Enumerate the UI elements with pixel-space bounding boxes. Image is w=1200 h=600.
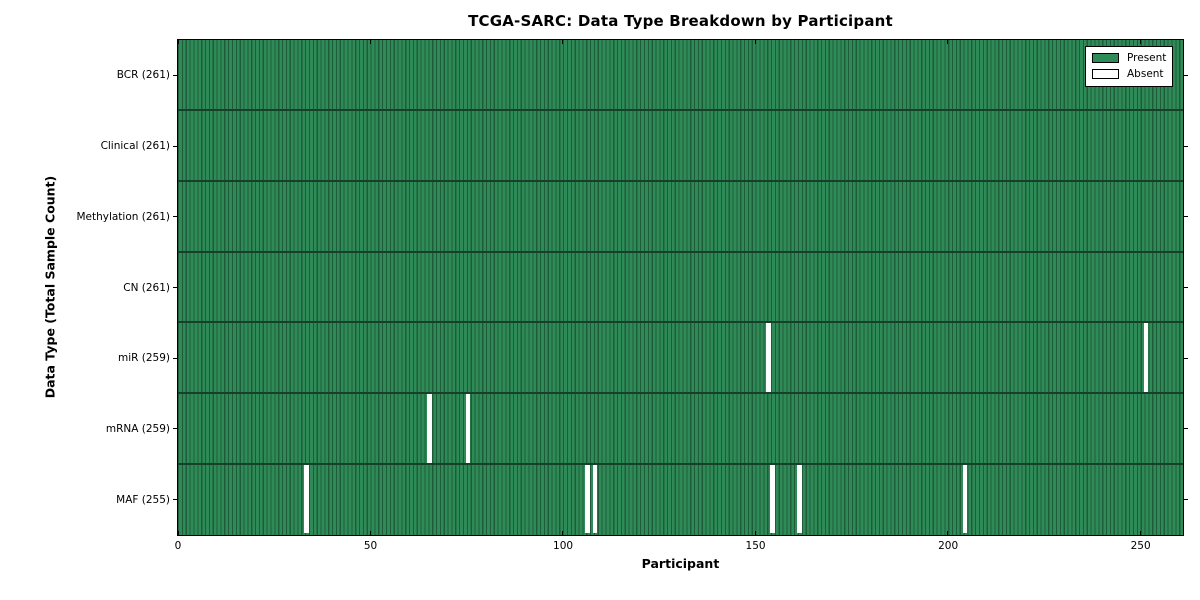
row-separator xyxy=(177,392,1183,395)
x-tick-mark-bottom xyxy=(562,530,564,535)
y-tick-label-mRNA: mRNA (259) xyxy=(105,422,170,435)
chart-title: TCGA-SARC: Data Type Breakdown by Partic… xyxy=(468,12,893,30)
y-tick-label-MAF: MAF (255) xyxy=(116,493,170,506)
row-separator xyxy=(177,250,1183,253)
row-separator xyxy=(177,179,1183,182)
present-swatch-icon xyxy=(1092,53,1119,63)
x-tick-label-250: 250 xyxy=(1130,540,1151,552)
y-tick-mark-left xyxy=(173,145,178,147)
y-tick-mark-left xyxy=(173,357,178,359)
absent-marker-MAF-161 xyxy=(797,464,802,534)
x-tick-label-0: 0 xyxy=(174,540,182,552)
absent-marker-MAF-33 xyxy=(304,464,309,534)
x-tick-mark-top xyxy=(369,39,371,44)
y-tick-mark-left xyxy=(173,74,178,76)
x-tick-mark-top xyxy=(177,39,179,44)
x-tick-mark-bottom xyxy=(947,530,949,535)
y-tick-label-miR: miR (259) xyxy=(117,352,170,365)
x-axis-label: Participant xyxy=(641,556,720,571)
row-separator xyxy=(177,321,1183,324)
legend-entry-present: Present xyxy=(1092,52,1167,64)
y-tick-mark-left xyxy=(173,216,178,218)
legend-label-absent: Absent xyxy=(1127,68,1164,80)
x-tick-mark-bottom xyxy=(1139,530,1141,535)
x-tick-mark-top xyxy=(754,39,756,44)
absent-marker-MAF-108 xyxy=(593,464,598,534)
row-Clinical xyxy=(178,110,1183,181)
x-tick-mark-bottom xyxy=(754,530,756,535)
absent-marker-miR-251 xyxy=(1143,323,1149,393)
x-tick-label-100: 100 xyxy=(553,540,574,552)
y-tick-mark-right xyxy=(1183,357,1188,359)
row-separator xyxy=(177,462,1183,465)
y-tick-mark-left xyxy=(173,499,178,501)
y-tick-mark-right xyxy=(1183,428,1188,430)
absent-marker-MAF-154 xyxy=(770,464,775,534)
y-tick-label-Methylation: Methylation (261) xyxy=(76,210,170,223)
absent-marker-mRNA-75 xyxy=(465,394,471,463)
row-Methylation xyxy=(178,181,1183,252)
absent-swatch-icon xyxy=(1092,69,1119,79)
legend-label-present: Present xyxy=(1127,52,1167,64)
plot-area xyxy=(176,38,1184,536)
legend-entry-absent: Absent xyxy=(1092,68,1167,80)
x-tick-mark-top xyxy=(562,39,564,44)
y-tick-mark-right xyxy=(1183,216,1188,218)
row-miR xyxy=(178,322,1183,393)
row-BCR xyxy=(178,40,1183,111)
y-tick-label-CN: CN (261) xyxy=(123,281,170,294)
y-tick-mark-right xyxy=(1183,287,1188,288)
y-tick-mark-left xyxy=(173,287,178,288)
absent-marker-miR-153 xyxy=(766,323,771,393)
y-tick-label-Clinical: Clinical (261) xyxy=(100,140,170,153)
y-tick-mark-right xyxy=(1183,499,1188,501)
legend: Present Absent xyxy=(1085,46,1173,87)
absent-marker-mRNA-65 xyxy=(427,394,432,463)
y-axis-label: Data Type (Total Sample Count) xyxy=(42,175,58,399)
x-tick-label-150: 150 xyxy=(745,540,766,552)
x-tick-mark-top xyxy=(1139,39,1141,44)
x-tick-label-200: 200 xyxy=(938,540,959,552)
y-tick-mark-left xyxy=(173,428,178,430)
row-separator xyxy=(177,109,1183,112)
x-tick-mark-top xyxy=(947,39,949,44)
x-tick-mark-bottom xyxy=(177,530,179,535)
y-tick-label-BCR: BCR (261) xyxy=(116,69,170,82)
x-tick-label-50: 50 xyxy=(363,540,378,552)
row-mRNA xyxy=(178,393,1183,464)
absent-marker-MAF-106 xyxy=(585,464,590,534)
row-MAF xyxy=(178,464,1183,535)
row-CN xyxy=(178,252,1183,323)
x-tick-mark-bottom xyxy=(369,530,371,535)
y-tick-mark-right xyxy=(1183,145,1188,147)
y-tick-mark-right xyxy=(1183,74,1188,76)
absent-marker-MAF-204 xyxy=(962,464,968,534)
